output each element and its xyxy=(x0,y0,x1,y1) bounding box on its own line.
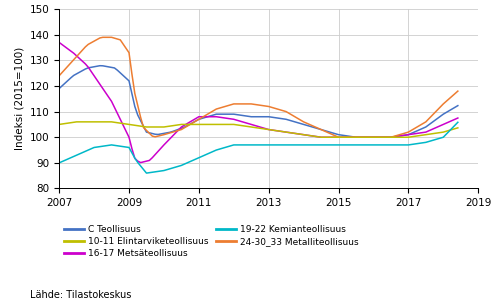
Text: Lähde: Tilastokeskus: Lähde: Tilastokeskus xyxy=(30,290,131,300)
Legend: C Teollisuus, 10-11 Elintarviketeollisuus, 16-17 Metsäteollisuus, 19-22 Kemiante: C Teollisuus, 10-11 Elintarviketeollisuu… xyxy=(64,225,359,258)
Y-axis label: Indeksi (2015=100): Indeksi (2015=100) xyxy=(14,47,24,150)
